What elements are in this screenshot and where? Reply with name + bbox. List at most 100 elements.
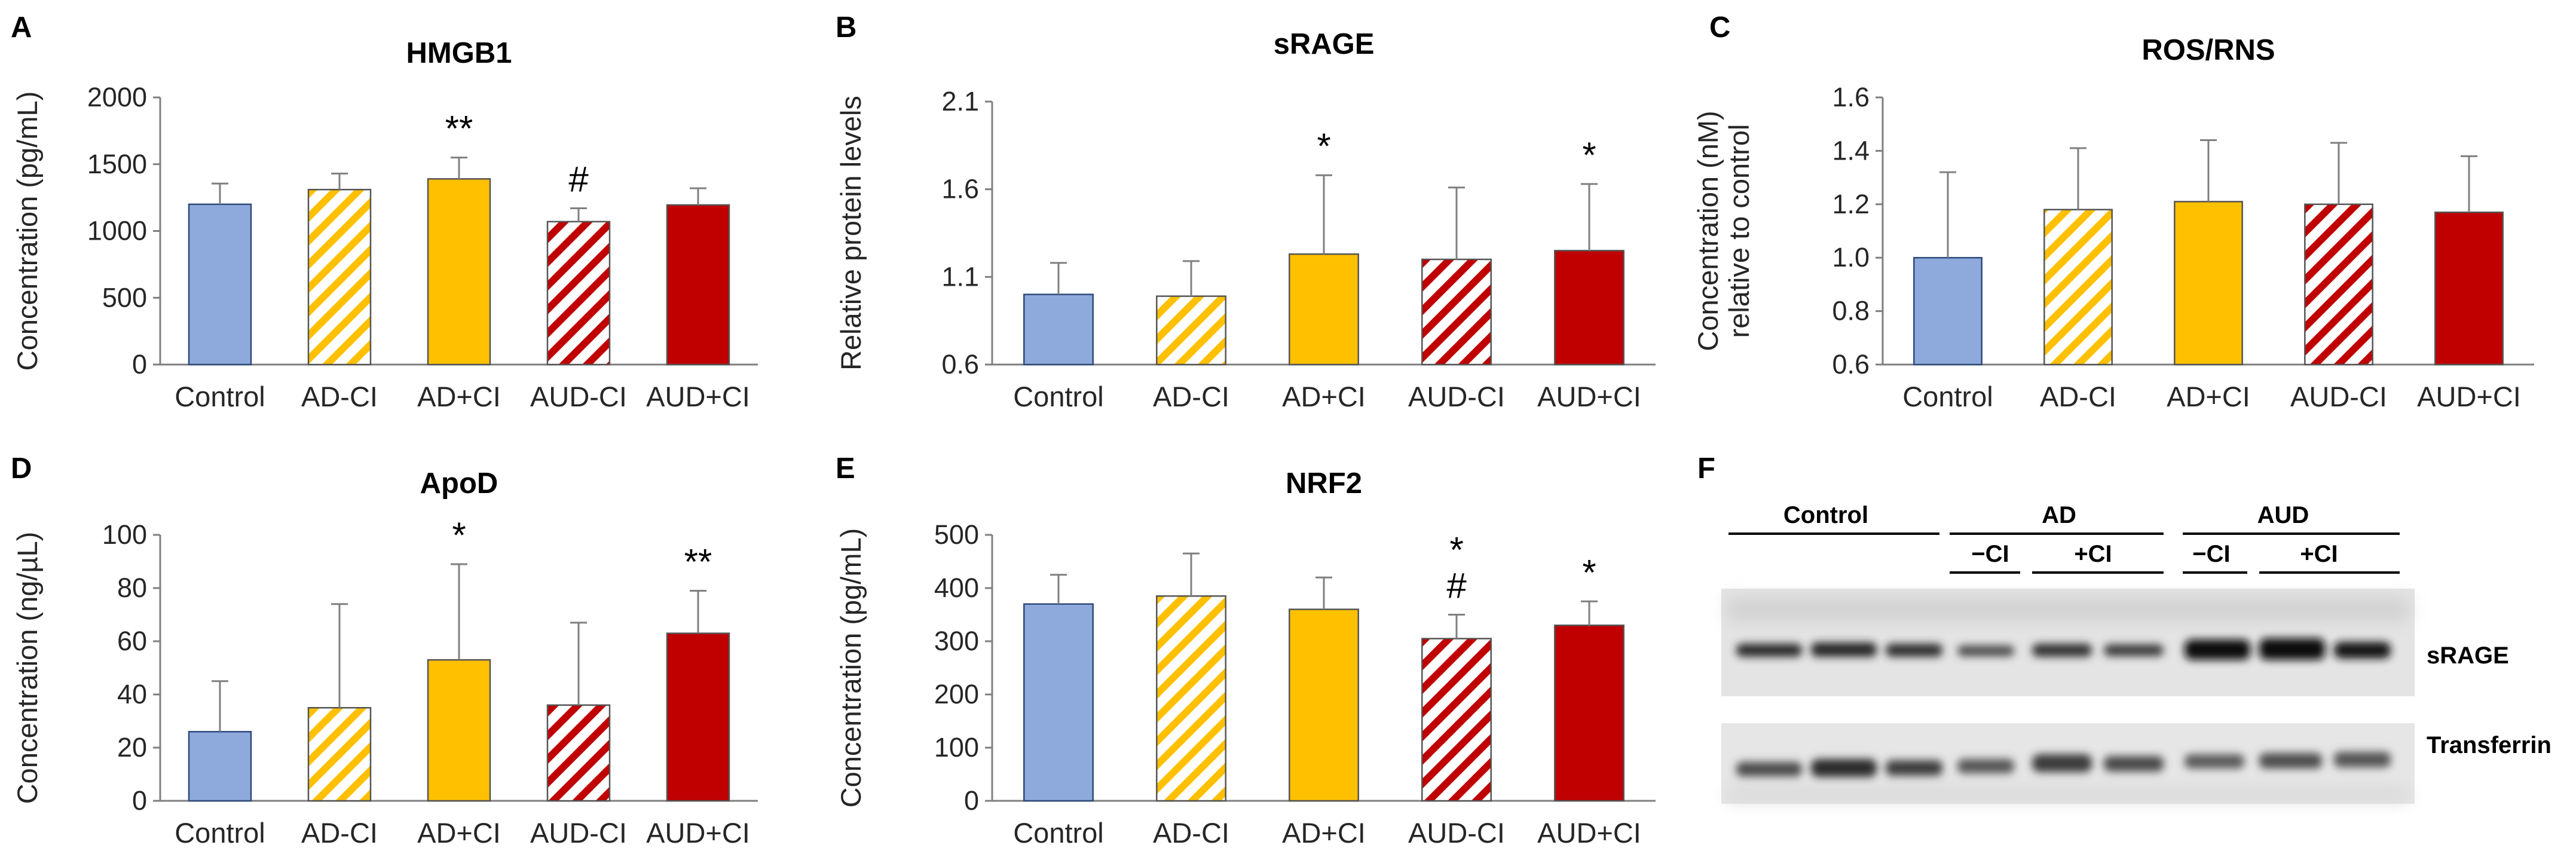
x-tick-label: AUD+CI — [2417, 381, 2521, 412]
x-tick-label: AD+CI — [417, 817, 501, 849]
y-tick-label: 40 — [117, 679, 147, 709]
bar-control — [1913, 256, 1983, 366]
x-tick-label: AD-CI — [301, 817, 378, 849]
y-axis-label-d: Concentration (ng/µL) — [11, 532, 43, 804]
y-tick-label: 1.6 — [941, 174, 979, 204]
y-tick-label: 1.0 — [1832, 242, 1870, 273]
x-tick-label: Control — [175, 817, 265, 849]
y-tick-label: 1.2 — [1832, 189, 1870, 219]
y-axis-label-c: Concentration (nM)relative to control — [1692, 111, 1755, 351]
bar-ad-ci — [1156, 595, 1226, 802]
chart-a: A HMGB1 Concentration (pg/mL) 0 500 1000 1500 2… — [11, 11, 758, 412]
blot-ad-minus-ci: −CI — [1971, 541, 2009, 567]
y-tick-label: 80 — [117, 573, 147, 603]
bar-ad-ci — [307, 188, 372, 366]
panel-letter-f: F — [1697, 452, 1715, 485]
significance-mark: * — [1449, 530, 1463, 570]
y-axis-label-line: Concentration (nM) — [1692, 111, 1724, 351]
significance-mark: ** — [445, 109, 473, 149]
y-tick-label: 1.1 — [941, 261, 979, 292]
x-tick-label: AUD+CI — [646, 817, 750, 849]
significance-mark: * — [452, 515, 466, 555]
bar-aud-ci — [666, 204, 730, 366]
chart-d: D ApoD Concentration (ng/µL) 0 20 40 60 80 100 Co… — [11, 452, 758, 849]
panel-letter-d: D — [11, 452, 32, 485]
x-tick-label: AUD-CI — [1408, 381, 1505, 412]
y-axis-label-line: relative to control — [1723, 124, 1755, 338]
blot-group-aud: AUD — [2257, 502, 2309, 528]
bar-aud-ci — [666, 632, 730, 802]
chart-title-c: ROS/RNS — [2141, 34, 2275, 66]
bar-ad-ci — [1289, 608, 1359, 802]
y-tick-label: 0.6 — [941, 349, 979, 379]
x-tick-label: AUD+CI — [1537, 381, 1641, 412]
blot-aud-minus-ci: −CI — [2192, 541, 2230, 567]
blot-band-label-transferrin: Transferrin — [2427, 732, 2551, 758]
chart-title-a: HMGB1 — [406, 37, 512, 69]
panel-letter-c: C — [1709, 11, 1730, 44]
bar-control — [1023, 603, 1094, 802]
x-tick-label: Control — [1013, 817, 1104, 849]
x-tick-label: AD-CI — [1153, 817, 1229, 849]
x-tick-label: AUD-CI — [530, 817, 627, 849]
y-axis-label-e: Concentration (pg/mL) — [835, 528, 867, 808]
bar-ad-ci — [1156, 295, 1226, 366]
chart-title-d: ApoD — [420, 467, 498, 500]
chart-title-e: NRF2 — [1286, 467, 1362, 500]
bar-aud-ci — [546, 704, 611, 802]
x-tick-label: AD+CI — [417, 381, 501, 412]
y-tick-label: 0.6 — [1832, 349, 1870, 379]
y-axis-label-a: Concentration (pg/mL) — [11, 91, 43, 371]
bar-aud-ci — [1554, 250, 1624, 366]
y-tick-label: 0.8 — [1832, 296, 1870, 326]
bar-control — [1023, 293, 1094, 366]
western-blot-panel: F Control AD AUD −CI +CI −CI +CI — [1697, 452, 2551, 804]
y-tick-label: 500 — [102, 282, 147, 313]
significance-mark: # — [568, 160, 589, 200]
y-tick-label: 1000 — [87, 216, 147, 246]
bar-ad-ci — [427, 178, 491, 366]
y-tick-label: 100 — [934, 732, 979, 763]
blot-group-ad: AD — [2042, 502, 2076, 528]
blot-band-label-srage: sRAGE — [2427, 642, 2509, 669]
x-tick-label: AUD+CI — [646, 381, 750, 412]
x-tick-label: Control — [175, 381, 265, 412]
x-tick-label: AUD-CI — [2290, 381, 2387, 412]
y-tick-label: 1.6 — [1832, 82, 1870, 112]
bar-control — [188, 203, 252, 366]
bar-aud-ci — [2304, 203, 2373, 366]
significance-mark: * — [1582, 552, 1596, 592]
panel-letter-e: E — [836, 452, 855, 485]
x-tick-label: AD+CI — [2167, 381, 2250, 412]
bar-ad-ci — [427, 659, 491, 802]
bar-control — [188, 731, 252, 802]
y-tick-label: 400 — [934, 573, 979, 603]
bar-aud-ci — [2434, 211, 2504, 366]
significance-mark: * — [1582, 135, 1596, 175]
x-tick-label: AD-CI — [2040, 381, 2116, 412]
y-tick-label: 2.1 — [941, 86, 979, 117]
chart-e: E NRF2 Concentration (pg/mL) 0 100 200 300 400 5… — [835, 452, 1656, 849]
x-tick-label: AD-CI — [301, 381, 378, 412]
bar-aud-ci — [1421, 638, 1492, 802]
x-tick-label: AD-CI — [1153, 381, 1229, 412]
blot-bands-srage — [1736, 638, 2391, 660]
chart-title-b: sRAGE — [1274, 28, 1375, 60]
y-axis-label-b: Relative protein levels — [835, 96, 867, 371]
blot-ad-plus-ci: +CI — [2074, 541, 2112, 567]
bar-aud-ci — [546, 221, 611, 366]
bar-ad-ci — [307, 707, 372, 802]
significance-mark: * — [1317, 126, 1330, 166]
bar-aud-ci — [1421, 258, 1492, 366]
bar-ad-ci — [1289, 253, 1359, 366]
x-tick-label: AD+CI — [1282, 817, 1366, 849]
y-tick-label: 0 — [964, 785, 979, 816]
y-tick-label: 1500 — [87, 149, 147, 179]
y-tick-label: 2000 — [87, 82, 147, 112]
y-tick-label: 200 — [934, 679, 979, 709]
y-tick-label: 0 — [132, 349, 147, 379]
x-tick-label: AD+CI — [1282, 381, 1366, 412]
x-tick-label: AUD-CI — [1408, 817, 1505, 849]
significance-mark: # — [1446, 566, 1467, 606]
